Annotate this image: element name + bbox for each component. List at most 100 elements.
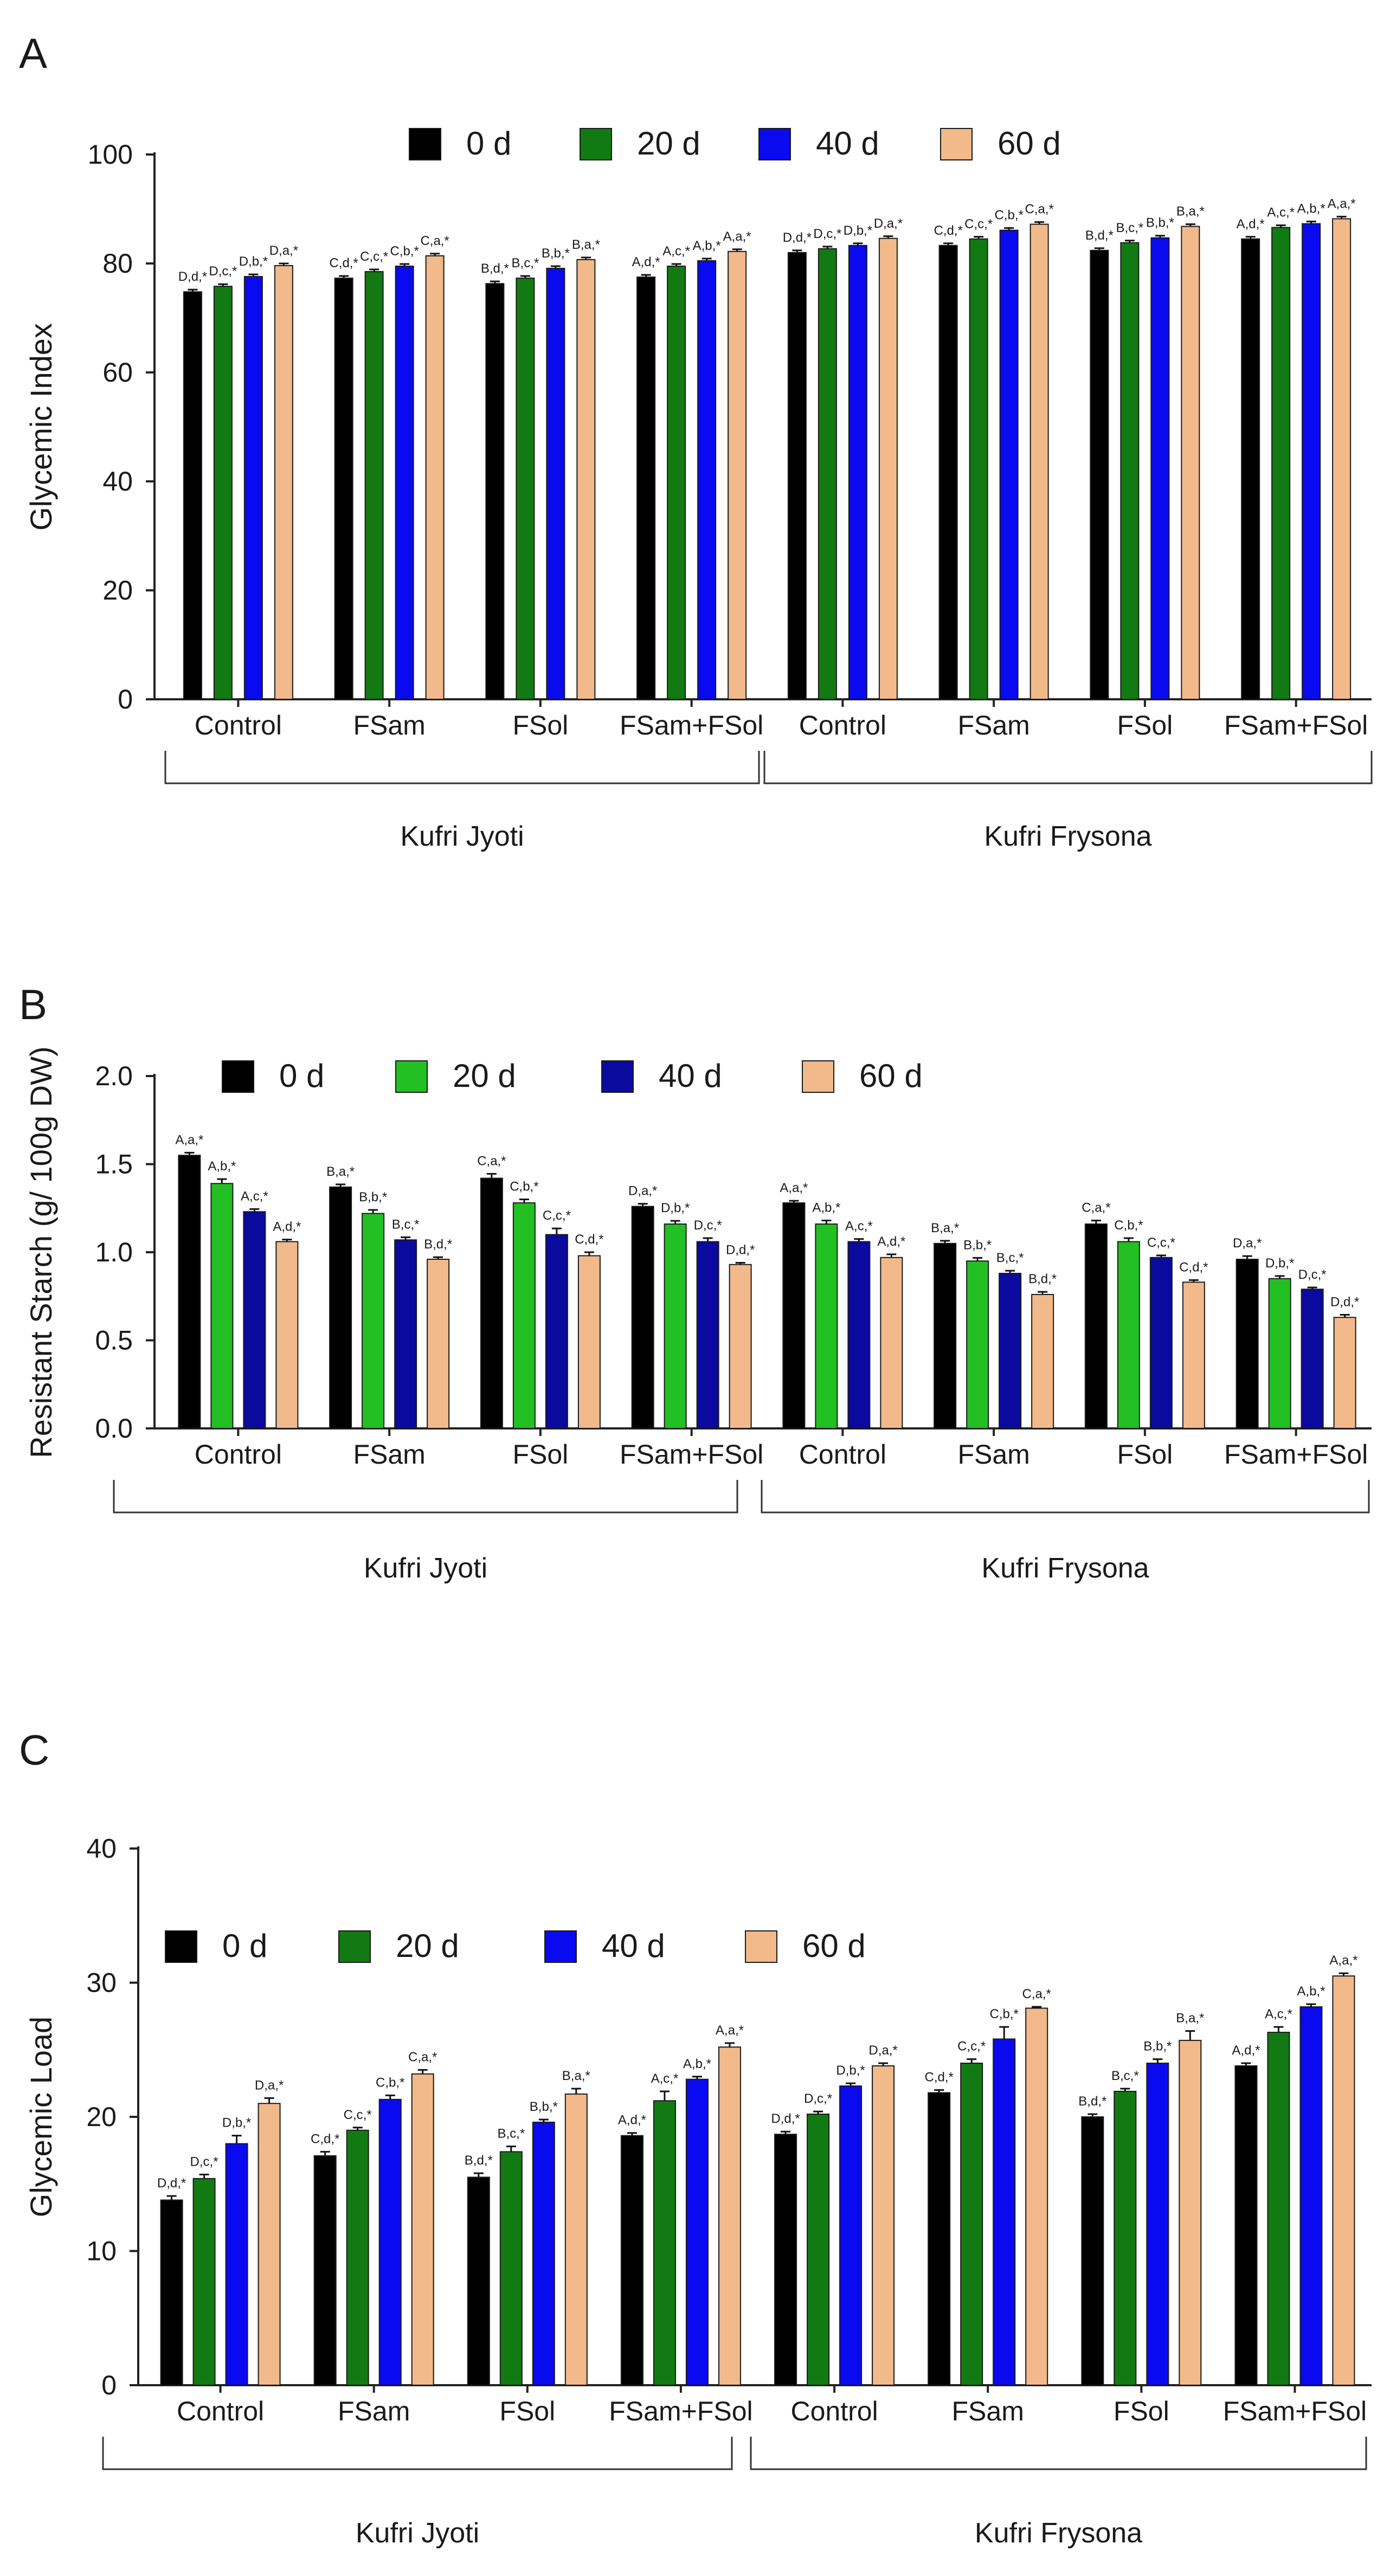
significance-label: A,c,* — [1267, 205, 1295, 220]
bar — [685, 2078, 709, 2386]
bar — [636, 276, 656, 700]
panel-label: A — [19, 29, 47, 77]
legend-swatch — [758, 128, 791, 160]
y-tick-label: 40 — [86, 1833, 117, 1864]
significance-label: D,a,* — [269, 243, 298, 258]
significance-label: B,a,* — [326, 1164, 355, 1179]
significance-label: D,c,* — [209, 264, 237, 279]
bar — [1179, 2039, 1202, 2386]
significance-label: D,a,* — [255, 2078, 284, 2092]
group-bracket — [102, 2437, 733, 2470]
bar — [1182, 1281, 1205, 1429]
bar — [728, 250, 747, 700]
legend-swatch — [802, 1060, 834, 1093]
significance-label: B,a,* — [931, 1221, 959, 1235]
bar — [880, 1257, 903, 1429]
legend-label: 60 d — [802, 1928, 866, 1964]
bar — [1271, 227, 1291, 700]
bar — [485, 283, 505, 700]
significance-label: D,c,* — [804, 2091, 832, 2106]
significance-label: C,c,* — [543, 1208, 571, 1223]
bar — [1234, 2065, 1258, 2386]
bar — [334, 278, 353, 700]
significance-label: D,b,* — [836, 2063, 865, 2078]
bar — [847, 1241, 871, 1429]
significance-label: B,b,* — [542, 246, 570, 261]
significance-label: D,a,* — [1233, 1236, 1262, 1251]
legend-swatch — [395, 1060, 428, 1093]
bar — [960, 2063, 983, 2386]
x-category-label: Control — [799, 1439, 886, 1470]
significance-label: A,a,* — [780, 1181, 808, 1195]
significance-label: D,b,* — [661, 1201, 690, 1215]
significance-label: B,d,* — [1078, 2094, 1106, 2109]
bar — [213, 286, 233, 700]
panel-C: C Glycemic Load 0 10 20 30 40 Control D,d,* D,c,*… — [19, 1726, 1372, 2549]
significance-label: D,d,* — [726, 1243, 755, 1258]
legend-swatch — [544, 1930, 577, 1963]
bar — [928, 2092, 951, 2386]
x-category-label: FSam — [952, 2396, 1024, 2426]
x-category-label: FSam+FSol — [620, 710, 763, 740]
y-tick-label: 60 — [102, 357, 133, 388]
bar — [480, 1177, 503, 1429]
bar — [210, 1183, 234, 1429]
bar — [667, 266, 686, 700]
bar — [1031, 1294, 1054, 1429]
legend-label: 60 d — [859, 1058, 923, 1094]
significance-label: D,b,* — [1265, 1256, 1294, 1271]
legend-label: 40 d — [816, 125, 879, 162]
significance-label: B,a,* — [1176, 204, 1205, 219]
bar — [1150, 237, 1170, 700]
significance-label: A,b,* — [693, 239, 721, 253]
bar — [427, 1259, 450, 1429]
legend-label: 20 d — [396, 1928, 459, 1964]
bar — [839, 2085, 863, 2386]
x-category-label: FSam — [957, 1439, 1029, 1470]
bar — [1332, 218, 1352, 700]
significance-label: A,d,* — [632, 255, 660, 269]
bar — [872, 2065, 895, 2386]
bar — [807, 2114, 830, 2386]
significance-label: C,c,* — [1147, 1235, 1175, 1250]
bar — [1114, 2090, 1137, 2386]
bar — [1267, 2032, 1290, 2386]
x-category-label: FSam — [353, 710, 425, 740]
x-category-label: FSam+FSol — [609, 2396, 752, 2426]
significance-label: A,c,* — [241, 1189, 268, 1203]
significance-label: C,b,* — [510, 1180, 538, 1194]
legend-label: 60 d — [998, 125, 1061, 162]
significance-label: B,d,* — [1028, 1272, 1057, 1286]
significance-label: A,b,* — [683, 2057, 711, 2071]
bar — [1299, 2006, 1323, 2386]
bar — [275, 1241, 299, 1429]
bar — [1117, 1241, 1140, 1429]
bar — [664, 1223, 687, 1429]
significance-label: A,b,* — [1297, 1984, 1325, 1999]
y-tick-label: 0 — [101, 2370, 117, 2400]
bar — [1120, 242, 1140, 700]
bar — [1181, 226, 1200, 700]
significance-label: D,b,* — [222, 2116, 251, 2130]
significance-label: A,b,* — [812, 1201, 840, 1215]
x-category-label: Control — [195, 1439, 282, 1470]
significance-label: C,d,* — [925, 2070, 954, 2085]
significance-label: C,a,* — [1082, 1201, 1110, 1215]
x-category-label: FSol — [1117, 1439, 1173, 1470]
significance-label: D,d,* — [157, 2176, 186, 2191]
bar — [1241, 238, 1260, 700]
significance-label: B,c,* — [512, 256, 539, 271]
bar — [1301, 1289, 1324, 1429]
significance-label: A,a,* — [1328, 197, 1356, 211]
significance-label: A,a,* — [716, 2023, 744, 2038]
bar — [815, 1223, 838, 1429]
legend-swatch — [338, 1930, 371, 1963]
x-category-label: Control — [790, 2396, 878, 2426]
group-label: Kufri Jyoti — [356, 2517, 479, 2549]
significance-label: A,c,* — [662, 244, 690, 259]
x-category-label: FSol — [1114, 2396, 1169, 2426]
bar — [313, 2155, 337, 2386]
bar — [258, 2103, 281, 2386]
bar — [362, 1213, 385, 1429]
